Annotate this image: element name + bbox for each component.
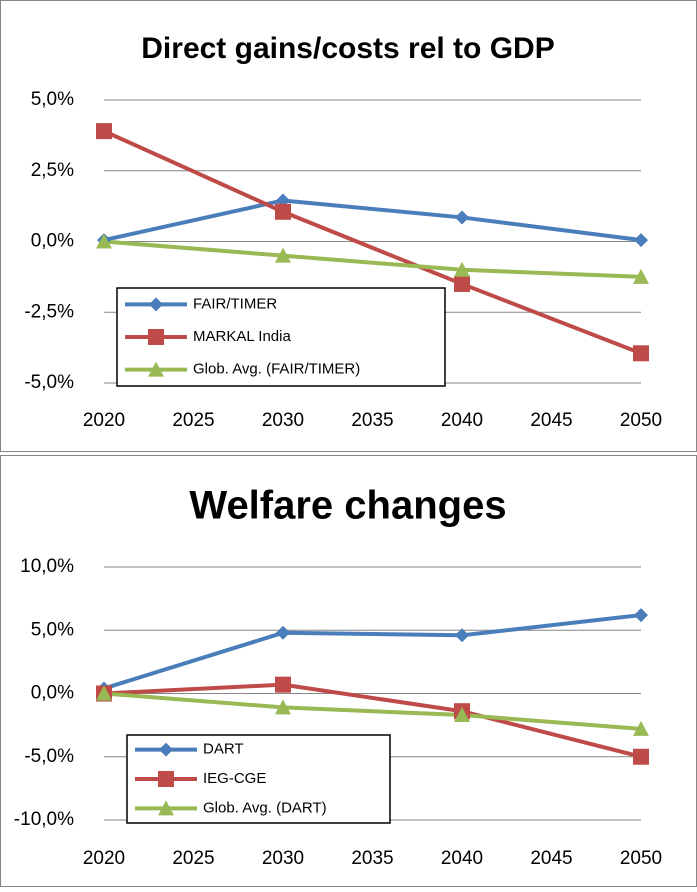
y-tick-label: -10,0% [14, 809, 74, 830]
legend-label: IEG-CGE [203, 770, 266, 787]
marker [455, 210, 469, 225]
x-tick-label: 2050 [620, 410, 662, 431]
series-line [103, 129, 642, 356]
marker [276, 625, 290, 640]
legend-label: Glob. Avg. (FAIR/TIMER) [193, 361, 360, 378]
legend-label: DART [203, 741, 244, 758]
series-line [103, 613, 642, 691]
marker [148, 329, 164, 345]
series-line [103, 682, 642, 759]
marker [275, 699, 291, 715]
x-tick-label: 2025 [172, 410, 214, 431]
marker [149, 297, 163, 312]
marker [455, 628, 469, 643]
x-tick-label: 2040 [441, 848, 483, 869]
marker [633, 268, 649, 284]
legend-label: FAIR/TIMER [193, 295, 277, 312]
series-line [103, 691, 642, 731]
marker [454, 707, 470, 723]
chart-title: Welfare changes [189, 484, 506, 528]
marker [454, 261, 470, 277]
x-tick-label: 2045 [530, 848, 572, 869]
y-tick-label: 5,0% [31, 619, 74, 640]
marker [275, 247, 291, 263]
x-tick-label: 2050 [620, 848, 662, 869]
y-tick-label: -2,5% [24, 301, 74, 322]
marker [158, 800, 174, 816]
y-tick-label: 2,5% [31, 160, 74, 181]
y-tick-label: 0,0% [31, 231, 74, 252]
x-tick-label: 2025 [172, 848, 214, 869]
marker [96, 123, 112, 140]
y-tick-label: 0,0% [31, 683, 74, 704]
series-line [103, 198, 642, 243]
marker [275, 203, 291, 220]
x-tick-label: 2035 [351, 848, 393, 869]
marker [275, 676, 291, 693]
marker [634, 233, 648, 248]
x-tick-label: 2020 [83, 410, 125, 431]
marker [148, 361, 164, 377]
marker [633, 748, 649, 765]
x-tick-label: 2030 [262, 848, 304, 869]
marker [633, 345, 649, 362]
marker [96, 685, 112, 701]
x-tick-label: 2035 [351, 410, 393, 431]
legend-label: Glob. Avg. (DART) [203, 799, 327, 816]
marker [158, 771, 174, 787]
marker [633, 720, 649, 736]
legend-label: MARKAL India [193, 328, 291, 345]
x-tick-label: 2045 [530, 410, 572, 431]
y-tick-label: 10,0% [20, 556, 74, 577]
x-tick-label: 2030 [262, 410, 304, 431]
marker [634, 608, 648, 623]
x-tick-label: 2040 [441, 410, 483, 431]
series-line [103, 239, 642, 279]
y-tick-label: -5,0% [24, 372, 74, 393]
marker [96, 233, 112, 249]
chart-title: Direct gains/costs rel to GDP [141, 32, 554, 65]
y-tick-label: 5,0% [31, 89, 74, 110]
y-tick-label: -5,0% [24, 746, 74, 767]
x-tick-label: 2020 [83, 848, 125, 869]
marker [159, 742, 173, 757]
marker [454, 275, 470, 292]
